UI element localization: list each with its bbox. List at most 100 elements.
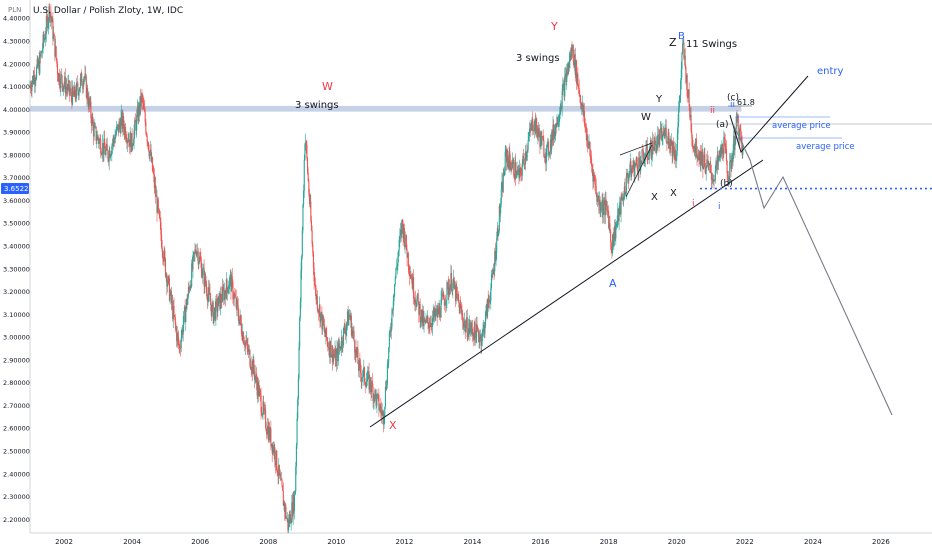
candle-body xyxy=(356,348,358,354)
candle-body xyxy=(202,267,204,276)
candle-body xyxy=(371,380,373,393)
candle-body xyxy=(565,73,567,82)
candle-body xyxy=(297,378,299,400)
candle-body xyxy=(322,315,324,330)
candle-body xyxy=(305,141,307,145)
candle-body xyxy=(97,135,99,140)
plot-area[interactable] xyxy=(30,0,932,533)
candle-body xyxy=(492,269,494,275)
candle-body xyxy=(71,86,74,105)
candle-body xyxy=(549,151,551,155)
candle-body xyxy=(570,47,572,60)
candle-body xyxy=(594,176,596,185)
candle-body xyxy=(593,173,595,182)
candle-body xyxy=(615,223,618,227)
candle-body xyxy=(574,54,576,68)
candle-body xyxy=(148,150,150,157)
candle-body xyxy=(450,273,452,286)
candle-body xyxy=(571,47,573,52)
candle-body xyxy=(553,130,555,138)
candle-body xyxy=(378,409,381,411)
label-i-blue: i xyxy=(718,202,721,212)
candle-body xyxy=(416,299,418,307)
candle-body xyxy=(278,464,280,476)
candle-body xyxy=(706,159,709,162)
candle-body xyxy=(679,95,681,102)
label-average-price-1: average price xyxy=(772,121,831,131)
candle-body xyxy=(37,59,39,67)
candle-body xyxy=(121,112,123,118)
candle-body xyxy=(338,343,340,349)
candle-body xyxy=(709,164,711,166)
candle-body xyxy=(542,137,544,141)
candle-body xyxy=(214,307,216,313)
candle-body xyxy=(240,315,242,323)
candle-body xyxy=(446,282,448,300)
candle-body xyxy=(192,254,194,270)
candle-body xyxy=(456,293,458,295)
candle-body xyxy=(356,347,358,354)
candle-body xyxy=(335,353,337,367)
candle-body xyxy=(559,111,561,114)
candle-body xyxy=(211,304,213,316)
candle-body xyxy=(572,45,574,62)
candle-body xyxy=(434,307,436,317)
candle-body xyxy=(165,274,167,277)
candle-body xyxy=(136,114,138,131)
candle-body xyxy=(558,121,560,123)
candle-body xyxy=(721,143,723,153)
candle-body xyxy=(323,324,325,327)
label-average-price-2: average price xyxy=(796,142,855,152)
candle-body xyxy=(562,83,565,86)
candle-body xyxy=(381,411,383,416)
candle-body xyxy=(648,158,650,160)
candle-body xyxy=(421,309,423,324)
candle-body xyxy=(541,136,543,146)
candle-body xyxy=(517,169,519,171)
candle-body xyxy=(488,299,491,303)
candle-body xyxy=(102,143,104,155)
candle-body xyxy=(551,131,553,150)
candle-body xyxy=(186,299,188,305)
candle-body xyxy=(269,427,271,440)
candle-body xyxy=(264,408,266,411)
candle-body xyxy=(598,199,601,206)
candle-body xyxy=(371,380,373,387)
candle-body xyxy=(327,346,330,348)
candle-body xyxy=(45,34,47,39)
candle-body xyxy=(578,88,580,95)
candle-body xyxy=(257,382,259,396)
candle-body xyxy=(703,154,705,167)
candle-body xyxy=(43,37,45,41)
candle-body xyxy=(357,348,359,364)
candle-body xyxy=(263,401,265,410)
candle-body xyxy=(630,161,632,177)
last-price-value: 3.65221 xyxy=(4,185,33,193)
candle-body xyxy=(430,322,432,327)
candle-body xyxy=(116,126,118,128)
candle-body xyxy=(235,297,237,308)
candle-body xyxy=(205,284,207,288)
candle-body xyxy=(149,152,151,157)
candle-body xyxy=(563,83,565,97)
candle-body xyxy=(47,20,49,29)
label-fib: 61.8 xyxy=(737,98,755,107)
candle-body xyxy=(442,293,444,296)
label-entry: entry xyxy=(817,66,844,77)
candle-body xyxy=(402,224,404,239)
candle-body xyxy=(142,102,144,104)
candle-body xyxy=(367,371,369,380)
candle-body xyxy=(655,144,657,153)
candle-body xyxy=(522,155,524,166)
candle-body xyxy=(493,269,495,272)
y-tick-label: 3.70000 xyxy=(3,174,30,182)
candle-body xyxy=(674,149,676,161)
candle-body xyxy=(409,274,411,277)
candle-body xyxy=(213,312,215,323)
candle-body xyxy=(293,495,295,512)
candle-body xyxy=(212,302,214,323)
candle-body xyxy=(455,286,457,302)
candle-body xyxy=(642,150,644,159)
label-X-small-2: X xyxy=(670,188,677,199)
